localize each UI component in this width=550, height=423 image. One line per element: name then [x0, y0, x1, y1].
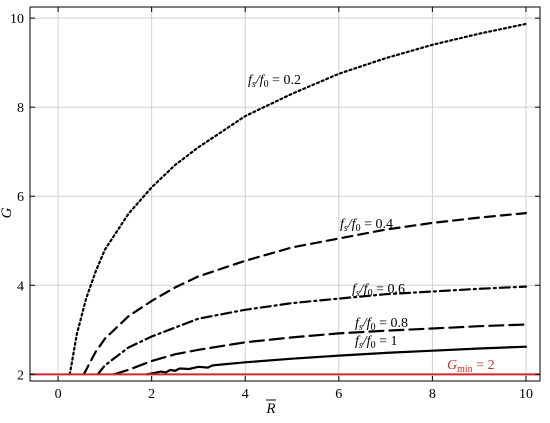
x-axis-label: R — [265, 399, 276, 417]
series-label-4: fs/f0 = 1 — [355, 334, 397, 351]
grid — [30, 7, 540, 381]
series-label-3: fs/f0 = 0.8 — [355, 316, 408, 333]
series-annotations: fs/f0 = 0.2 fs/f0 = 0.4 fs/f0 = 0.6 fs/f0 =… — [248, 73, 495, 375]
gmin-label: Gmin = 2 — [447, 358, 495, 375]
y-tick-label: 10 — [10, 12, 24, 27]
series-line-3 — [113, 323, 528, 376]
x-tick-label: 10 — [519, 387, 533, 402]
y-tick-label: 6 — [17, 190, 24, 205]
series-group — [68, 22, 528, 376]
y-tick-label: 4 — [17, 279, 24, 294]
x-tick-label: 4 — [242, 387, 249, 402]
ticks: 0 2 4 6 8 10 2 4 6 8 10 — [10, 7, 540, 402]
x-tick-label: 6 — [335, 387, 342, 402]
y-axis-label: G — [0, 207, 15, 218]
x-axis-label-text: R — [265, 401, 275, 417]
series-label-2: fs/f0 = 0.6 — [352, 282, 405, 299]
x-tick-label: 0 — [55, 387, 62, 402]
series-line-1 — [82, 212, 528, 376]
x-tick-label: 8 — [429, 387, 436, 402]
series-label-1: fs/f0 = 0.4 — [340, 217, 393, 234]
series-line-0 — [68, 22, 528, 376]
y-tick-label: 8 — [17, 101, 24, 116]
x-tick-label: 2 — [148, 387, 155, 402]
plot-frame — [29, 6, 541, 382]
series-line-2 — [96, 285, 528, 376]
series-line-4 — [145, 345, 528, 376]
y-tick-label: 2 — [17, 368, 24, 383]
series-label-0: fs/f0 = 0.2 — [248, 73, 301, 90]
